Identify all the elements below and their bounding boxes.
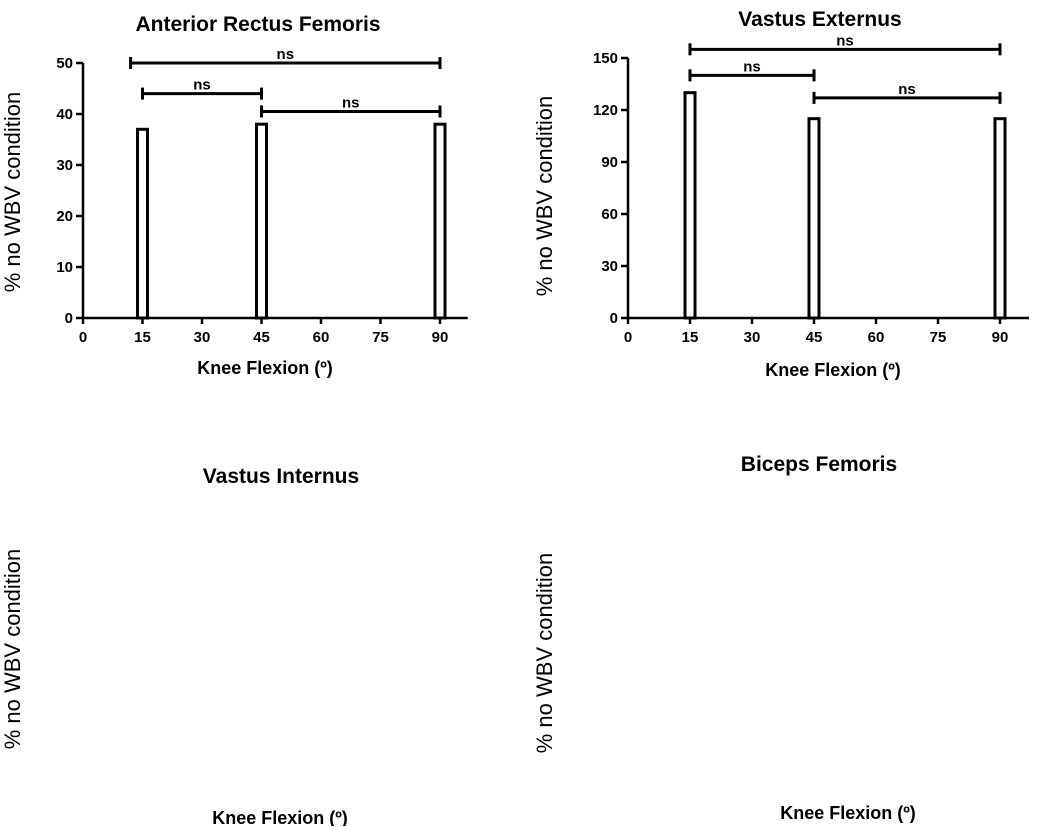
chart-svg: Anterior Rectus Femoris Knee Flexion (º)… [0, 13, 468, 378]
chart-title: Anterior Rectus Femoris [135, 13, 380, 36]
y-tick-label: 0 [65, 310, 73, 327]
x-axis-label: Knee Flexion (º) [780, 803, 916, 823]
x-tick-label: 0 [79, 329, 87, 346]
chart-title: Biceps Femoris [741, 453, 897, 476]
y-tick-label: 20 [56, 208, 73, 225]
y-axis-label: % no WBV condition [0, 92, 25, 293]
y-tick-label: 150 [593, 50, 618, 67]
x-tick-label: 0 [624, 329, 632, 346]
bar-90deg [993, 117, 1007, 320]
x-tick-label: 15 [134, 329, 151, 346]
y-tick-label: 120 [593, 102, 618, 119]
plot-area: 0 30 60 90 120 150 0 15 30 45 60 75 90 ns ns ns [593, 32, 1029, 346]
bar-45deg [807, 117, 821, 320]
bar-90deg [433, 122, 447, 320]
x-tick-label: 75 [930, 329, 947, 346]
significance-label: ns [277, 46, 295, 63]
x-tick-label: 45 [253, 329, 270, 346]
y-axis-label: % no WBV condition [532, 553, 557, 754]
y-tick-label: 10 [56, 259, 73, 276]
y-tick-label: 30 [601, 258, 618, 275]
chart-svg: Biceps Femoris Knee Flexion (º) % no WBV… [532, 453, 916, 823]
significance-label: ns [342, 94, 360, 111]
y-tick-label: 60 [601, 206, 618, 223]
x-tick-label: 90 [432, 329, 449, 346]
x-tick-label: 90 [992, 329, 1009, 346]
y-tick-label: 0 [610, 310, 618, 327]
x-axis-label: Knee Flexion (º) [212, 808, 348, 826]
bar-15deg [136, 127, 149, 320]
x-tick-label: 45 [806, 329, 823, 346]
y-axis-label: % no WBV condition [532, 96, 557, 297]
significance-label: ns [743, 58, 761, 75]
bar-15deg [683, 91, 697, 320]
chart-svg: Vastus Externus Knee Flexion (º) % no WB… [532, 8, 1029, 380]
chart-vastus-externus: Vastus Externus Knee Flexion (º) % no WB… [530, 0, 1060, 413]
y-tick-label: 50 [56, 55, 73, 72]
significance-label: ns [836, 32, 854, 49]
bar-45deg [255, 122, 268, 320]
y-tick-label: 40 [56, 106, 73, 123]
y-axis-label: % no WBV condition [0, 549, 25, 750]
y-tick-label: 90 [601, 154, 618, 171]
x-axis-label: Knee Flexion (º) [197, 358, 333, 378]
chart-title: Vastus Internus [203, 465, 359, 488]
x-tick-label: 30 [744, 329, 761, 346]
x-axis-label: Knee Flexion (º) [765, 360, 901, 380]
x-tick-label: 60 [868, 329, 885, 346]
chart-biceps-femoris: Biceps Femoris Knee Flexion (º) % no WBV… [530, 413, 1060, 826]
x-tick-label: 30 [194, 329, 211, 346]
chart-vastus-internus: Vastus Internus Knee Flexion (º) % no WB… [0, 413, 530, 826]
significance-label: ns [193, 77, 211, 94]
chart-title: Vastus Externus [738, 8, 901, 31]
plot-area: 0 10 20 30 40 50 0 15 30 45 60 75 90 ns ns ns [56, 46, 468, 346]
significance-label: ns [898, 81, 916, 98]
x-tick-label: 75 [372, 329, 389, 346]
y-tick-label: 30 [56, 157, 73, 174]
chart-anterior-rectus-femoris: Anterior Rectus Femoris Knee Flexion (º)… [0, 0, 530, 413]
x-tick-label: 60 [313, 329, 330, 346]
chart-svg: Vastus Internus Knee Flexion (º) % no WB… [0, 465, 359, 826]
x-tick-label: 15 [682, 329, 699, 346]
